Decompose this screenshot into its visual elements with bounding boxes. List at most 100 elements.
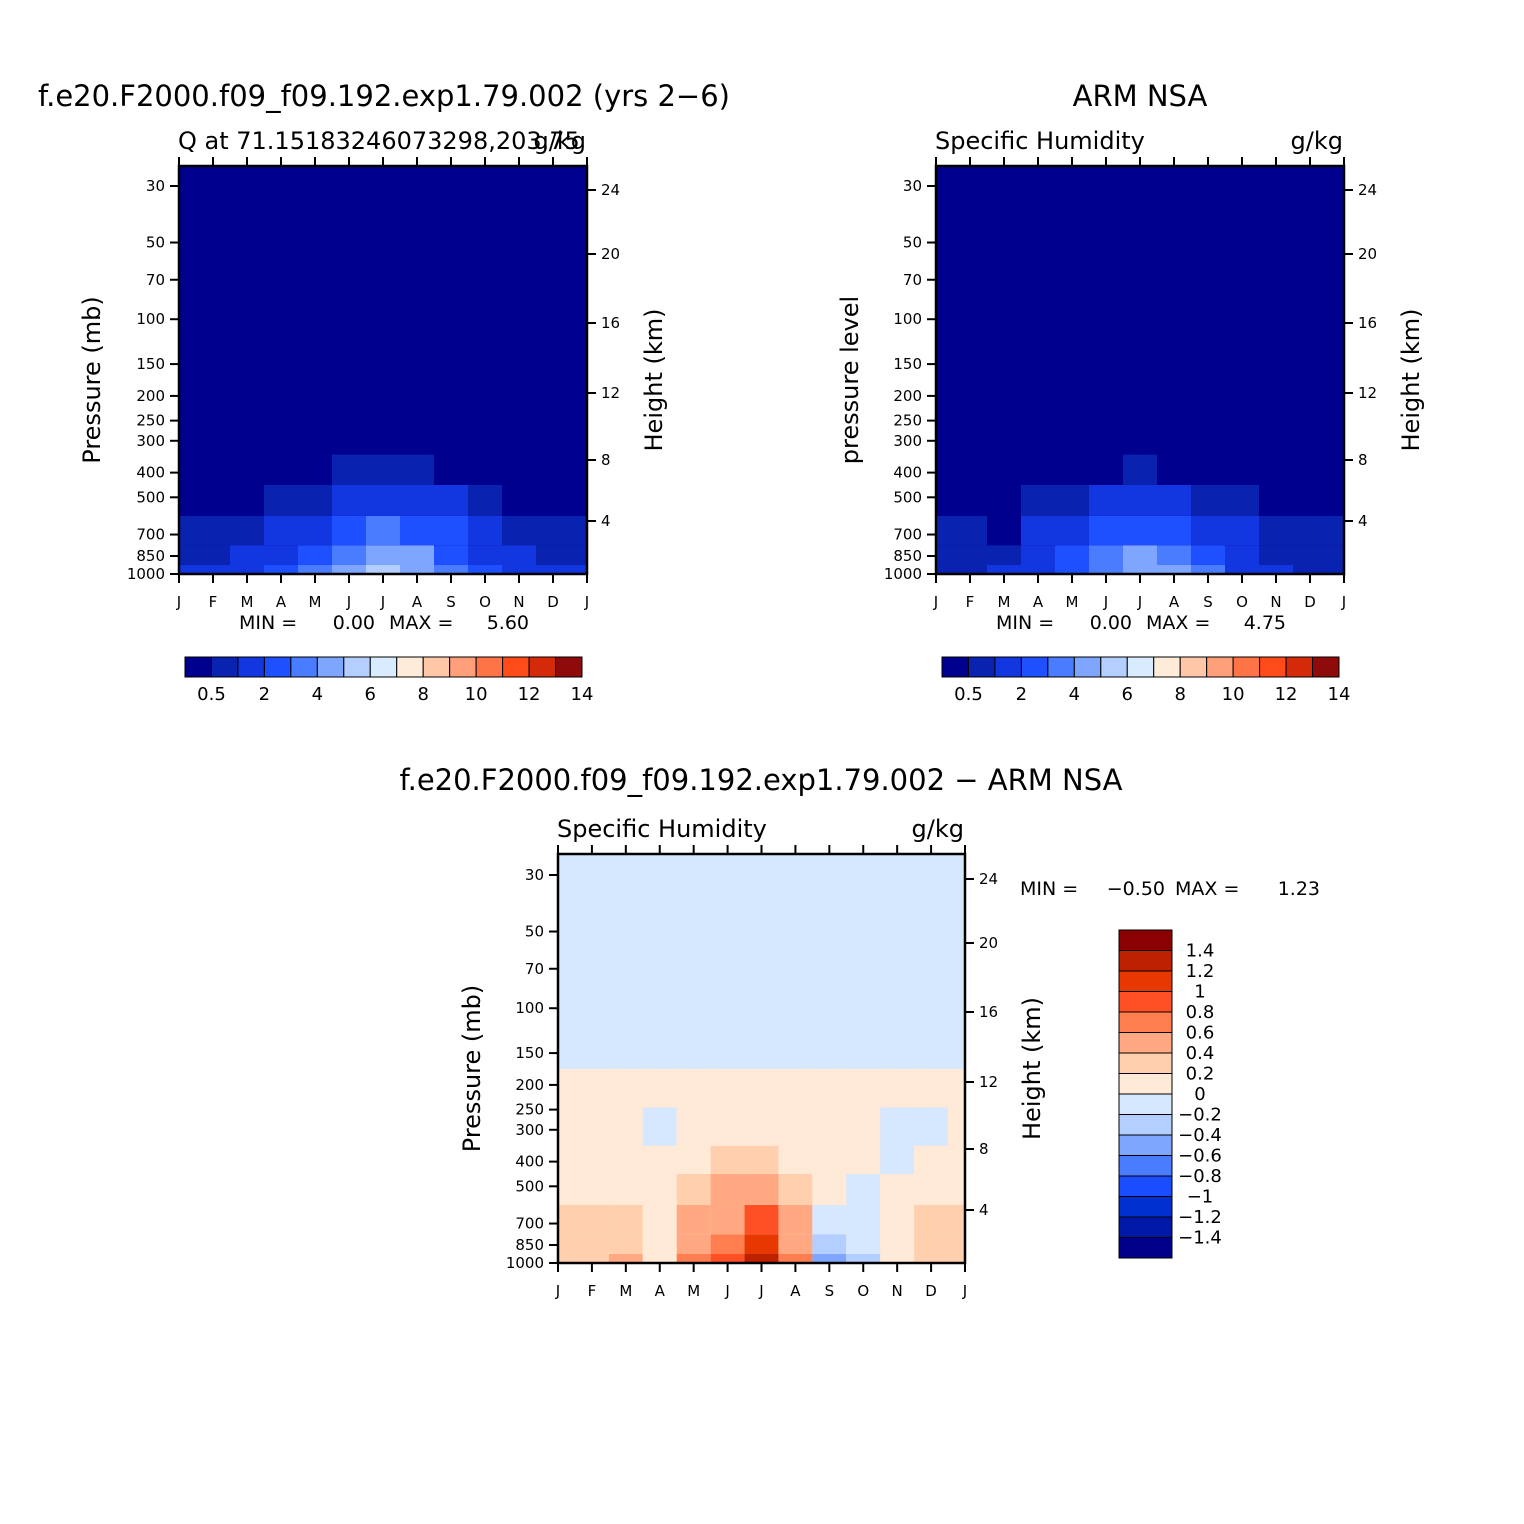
field-cell <box>1293 545 1327 566</box>
colorbar-label: 0.5 <box>954 684 983 705</box>
y2-tick-label: 24 <box>1358 181 1377 199</box>
colorbar-swatch <box>1118 1134 1173 1156</box>
x-tick-label: M <box>687 1282 700 1300</box>
field-cell <box>880 1035 915 1069</box>
x-tick-label: A <box>1033 593 1044 611</box>
field-cell <box>434 484 468 516</box>
field-cell <box>987 565 1021 574</box>
y-tick-label: 1000 <box>884 565 922 583</box>
field-cell <box>434 454 468 485</box>
field-cell <box>778 1145 813 1174</box>
field-cell <box>366 545 400 566</box>
colorbar-swatch <box>263 656 292 678</box>
colorbar-swatch <box>1118 1237 1173 1259</box>
field-cell <box>846 1204 881 1235</box>
colorbar-label: 12 <box>518 684 541 705</box>
field-cell <box>710 1145 745 1174</box>
x-tick-label: F <box>966 593 975 611</box>
field-cell <box>948 1234 965 1255</box>
field-cell <box>468 484 502 516</box>
x-tick-label: S <box>446 593 456 611</box>
field-cell <box>1157 484 1191 516</box>
field-cell <box>608 1107 643 1146</box>
field-cell <box>812 1173 847 1205</box>
units-label: g/kg <box>534 127 586 155</box>
field-cell <box>332 545 366 566</box>
field-cell <box>846 1254 881 1263</box>
field-cell <box>1225 545 1259 566</box>
colorbar-label: 2 <box>259 684 270 705</box>
field-cell <box>468 545 502 566</box>
y-tick-label: 50 <box>525 923 544 941</box>
field-cell <box>1225 515 1259 546</box>
colorbar-label: 14 <box>1328 684 1351 705</box>
field-cell <box>953 565 987 574</box>
x-tick-label: J <box>1137 593 1142 611</box>
field-cell <box>914 1069 949 1108</box>
x-tick-label: D <box>925 1282 937 1300</box>
y2-tick-label: 20 <box>979 934 998 952</box>
field-cell <box>558 1234 575 1255</box>
colorbar-swatch <box>1118 970 1173 992</box>
colorbar-swatch <box>1118 1093 1173 1115</box>
field-cell <box>1055 565 1089 574</box>
field-cell <box>536 545 570 566</box>
colorbar-swatch <box>237 656 265 678</box>
y2-tick-label: 4 <box>979 1201 989 1219</box>
diff-panel: f.e20.F2000.f09_f09.192.exp1.79.002 − AR… <box>400 763 1320 1300</box>
field-cell <box>264 515 298 546</box>
field-cell <box>710 1035 745 1069</box>
field-cell <box>948 1069 965 1108</box>
colorbar-swatch <box>1118 991 1173 1013</box>
field-cell <box>1089 515 1123 546</box>
field-cell <box>778 1204 813 1235</box>
field-cell <box>1259 454 1293 485</box>
field-cell <box>1157 454 1191 485</box>
y-tick-label: 50 <box>146 234 165 252</box>
field-cell <box>1191 545 1225 566</box>
max-value: 5.60 <box>487 612 529 634</box>
y-tick-label: 700 <box>136 526 165 544</box>
field-cell <box>1089 545 1123 566</box>
y-tick-label: 150 <box>893 355 922 373</box>
field-cell <box>1191 454 1225 485</box>
field-cell <box>1293 565 1327 574</box>
colorbar-swatch <box>1118 1155 1173 1177</box>
field-cell <box>468 454 502 485</box>
field-cell <box>846 1069 881 1108</box>
colorbar-label: 8 <box>1174 684 1185 705</box>
field-cell <box>1055 545 1089 566</box>
field-cell <box>1293 515 1327 546</box>
max-label: MAX = <box>1175 878 1239 900</box>
field-cell <box>744 1234 779 1255</box>
colorbar-swatch <box>528 656 557 678</box>
field-cell <box>812 1204 847 1235</box>
field-cell <box>778 1254 813 1263</box>
field-cell <box>1123 545 1157 566</box>
field-cell <box>676 1254 711 1263</box>
field-cell <box>642 1145 677 1174</box>
field-cell <box>778 1107 813 1146</box>
field-cell <box>332 454 366 485</box>
field-cell <box>366 565 400 574</box>
colorbar-swatch <box>343 656 371 678</box>
field-cell <box>434 545 468 566</box>
x-tick-label: J <box>380 593 385 611</box>
field-cell <box>264 565 298 574</box>
y2-tick-label: 12 <box>1358 384 1377 402</box>
x-tick-label: A <box>790 1282 801 1300</box>
field-cell <box>366 484 400 516</box>
min-label: MIN = <box>239 612 297 634</box>
colorbar-swatch <box>1259 656 1287 678</box>
field-cell <box>1293 454 1327 485</box>
panel-title: ARM NSA <box>1073 79 1208 113</box>
field-cell <box>710 1204 745 1235</box>
field-cell <box>1021 545 1055 566</box>
field-cell <box>676 1069 711 1108</box>
field-cell <box>948 1254 965 1263</box>
y-tick-label: 250 <box>893 412 922 430</box>
field-cell <box>710 1234 745 1255</box>
field-cell <box>846 1145 881 1174</box>
colorbar-swatch <box>1118 1073 1173 1095</box>
x-tick-label: J <box>555 1282 560 1300</box>
